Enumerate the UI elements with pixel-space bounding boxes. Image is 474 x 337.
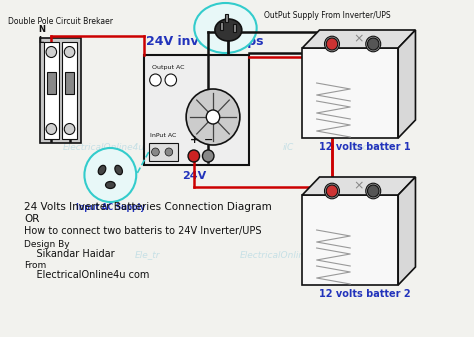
Bar — [65, 72, 74, 94]
Circle shape — [202, 150, 214, 162]
Text: InPut AC: InPut AC — [150, 133, 176, 138]
Text: 12 volts batter 2: 12 volts batter 2 — [319, 289, 410, 299]
Text: ElectricalOnline4u.com: ElectricalOnline4u.com — [63, 144, 166, 153]
Circle shape — [367, 38, 379, 50]
Bar — [144, 55, 249, 165]
Bar — [302, 48, 398, 138]
Circle shape — [188, 150, 200, 162]
Circle shape — [186, 89, 240, 145]
Circle shape — [326, 38, 338, 50]
Text: Output AC: Output AC — [152, 65, 184, 70]
Text: From: From — [24, 261, 46, 270]
Ellipse shape — [106, 182, 115, 188]
Text: Double Pole Circuit Brekaer: Double Pole Circuit Brekaer — [8, 17, 113, 26]
Text: Design By: Design By — [24, 240, 70, 249]
Text: Sikandar Haidar: Sikandar Haidar — [24, 249, 115, 259]
Text: Ele_tr: Ele_tr — [134, 250, 160, 259]
Bar — [44, 42, 58, 139]
Text: L: L — [38, 36, 44, 45]
Polygon shape — [302, 30, 416, 48]
Bar — [40, 38, 81, 143]
Text: ElectricalOnline4u com: ElectricalOnline4u com — [24, 270, 149, 280]
Circle shape — [152, 148, 159, 156]
Text: Ele_tr: Ele_tr — [206, 144, 232, 153]
Bar — [226, 14, 228, 22]
Text: ilC: ilC — [283, 144, 294, 153]
Text: 24 Volts Inverter Batteries Connection Diagram: 24 Volts Inverter Batteries Connection D… — [24, 202, 272, 212]
Circle shape — [366, 183, 381, 199]
Circle shape — [366, 36, 381, 52]
Text: −: − — [203, 135, 213, 145]
Circle shape — [325, 183, 339, 199]
Text: Electrical: Electrical — [350, 144, 392, 153]
Circle shape — [46, 47, 56, 58]
Text: OutPut Supply From Inverter/UPS: OutPut Supply From Inverter/UPS — [264, 11, 391, 20]
Ellipse shape — [215, 19, 242, 41]
Bar — [63, 42, 77, 139]
Ellipse shape — [98, 165, 106, 175]
Bar — [47, 72, 55, 94]
Text: N: N — [38, 25, 46, 34]
Text: ×: × — [354, 32, 364, 45]
Text: +: + — [190, 135, 199, 145]
Text: 24V: 24V — [182, 171, 206, 181]
Circle shape — [325, 36, 339, 52]
Circle shape — [150, 74, 161, 86]
Text: OR: OR — [24, 214, 39, 224]
Ellipse shape — [115, 165, 122, 175]
Polygon shape — [398, 177, 416, 285]
Text: 12 volts batter 1: 12 volts batter 1 — [319, 142, 410, 152]
Text: 24V inverter/ups: 24V inverter/ups — [146, 35, 264, 48]
Circle shape — [46, 123, 56, 134]
Text: ×: × — [354, 180, 364, 192]
Polygon shape — [302, 177, 416, 195]
Circle shape — [165, 148, 173, 156]
Circle shape — [165, 74, 176, 86]
Bar — [233, 24, 236, 32]
Bar — [220, 22, 223, 30]
Circle shape — [326, 185, 338, 197]
Ellipse shape — [194, 3, 256, 53]
Circle shape — [367, 185, 379, 197]
Circle shape — [64, 123, 75, 134]
Text: ElectricalOnline4u.com: ElectricalOnline4u.com — [240, 250, 344, 259]
Text: How to connect two batteris to 24V Inverter/UPS: How to connect two batteris to 24V Inver… — [24, 226, 262, 236]
Polygon shape — [398, 30, 416, 138]
Circle shape — [64, 47, 75, 58]
Ellipse shape — [84, 148, 136, 202]
Circle shape — [206, 110, 220, 124]
Bar — [149, 143, 177, 161]
Bar — [302, 195, 398, 285]
Text: Input AC Supply: Input AC Supply — [76, 203, 145, 212]
Text: Electrical: Electrical — [374, 250, 416, 259]
